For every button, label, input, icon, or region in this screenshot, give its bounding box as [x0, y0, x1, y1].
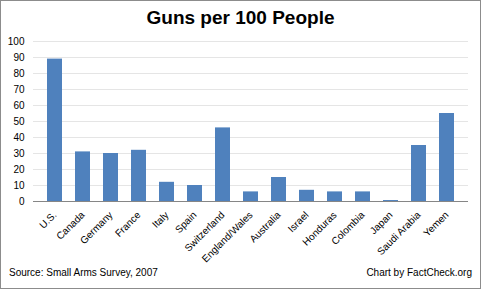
svg-text:10: 10	[13, 180, 25, 191]
svg-text:20: 20	[13, 164, 25, 175]
svg-text:U.S.: U.S.	[37, 209, 59, 231]
svg-text:Honduras: Honduras	[300, 209, 339, 248]
svg-text:Colombia: Colombia	[329, 209, 367, 247]
svg-text:Yemen: Yemen	[421, 209, 451, 239]
svg-text:60: 60	[13, 100, 25, 111]
svg-text:100: 100	[8, 36, 25, 47]
html-text:Source: Small Arms Survey, 200: Source: Small Arms Survey, 2007	[9, 267, 158, 278]
svg-text:Canada: Canada	[54, 209, 87, 242]
svg-text:Switzerland: Switzerland	[182, 209, 227, 254]
svg-text:Germany: Germany	[78, 209, 115, 246]
svg-text:40: 40	[13, 132, 25, 143]
svg-text:England/Wales: England/Wales	[200, 209, 255, 263]
svg-text:France: France	[113, 209, 143, 239]
svg-text:Spain: Spain	[173, 209, 199, 235]
svg-text:0: 0	[19, 196, 25, 207]
svg-text:50: 50	[13, 116, 25, 127]
svg-text:Italy: Italy	[150, 209, 171, 230]
html-text:Guns per 100 People: Guns per 100 People	[146, 7, 335, 28]
svg-text:Israel: Israel	[286, 209, 311, 234]
svg-text:90: 90	[13, 52, 25, 63]
svg-text:Japan: Japan	[367, 209, 395, 237]
html-text:Chart by FactCheck.org: Chart by FactCheck.org	[366, 267, 472, 278]
svg-text:70: 70	[13, 84, 25, 95]
svg-text:Saudi Arabia: Saudi Arabia	[375, 209, 423, 257]
svg-text:30: 30	[13, 148, 25, 159]
svg-text:Australia: Australia	[247, 209, 283, 245]
svg-text:80: 80	[13, 68, 25, 79]
